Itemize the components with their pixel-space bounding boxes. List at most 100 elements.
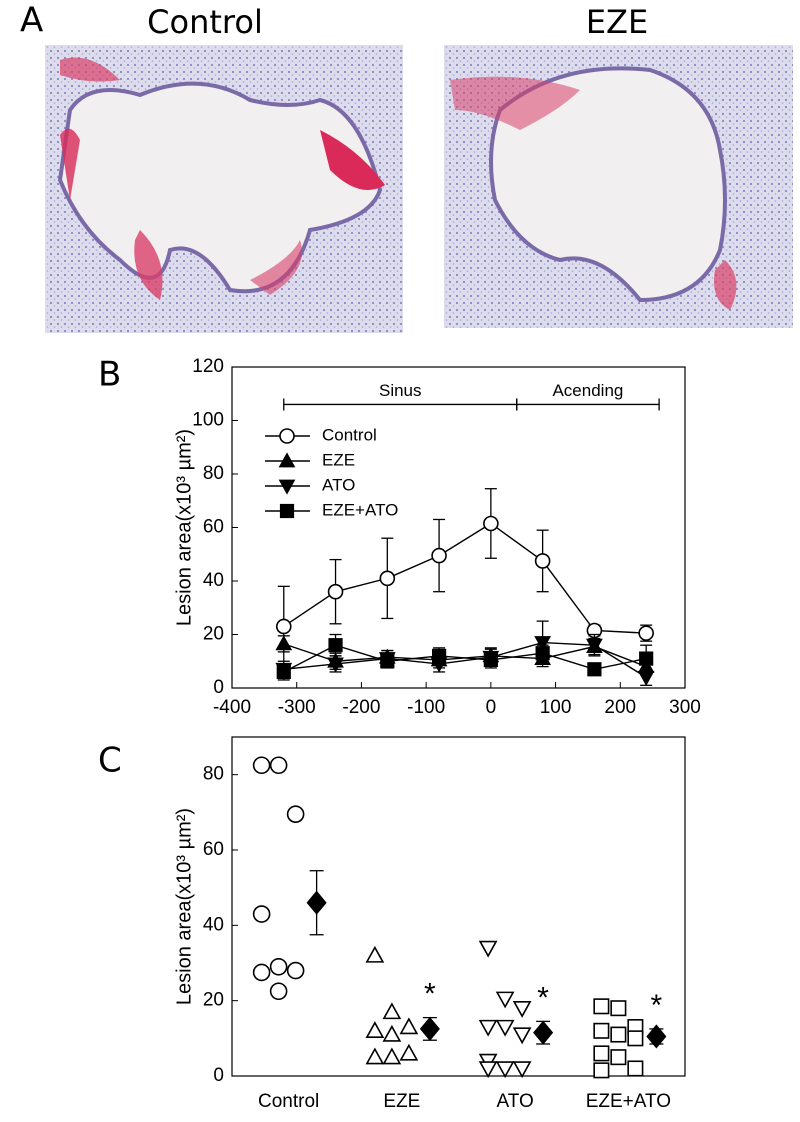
plot-frame bbox=[231, 736, 686, 1077]
marker bbox=[483, 515, 499, 532]
legend-marker bbox=[279, 428, 295, 444]
marker bbox=[327, 657, 344, 673]
x-tick-label: 300 bbox=[669, 697, 701, 718]
bracket bbox=[516, 398, 660, 411]
legend-marker bbox=[278, 479, 296, 495]
series-line bbox=[283, 644, 647, 673]
y-tick-label: 40 bbox=[203, 914, 224, 935]
marker bbox=[379, 570, 396, 587]
marker bbox=[534, 553, 551, 569]
y-tick-label: 80 bbox=[203, 463, 224, 484]
marker bbox=[252, 905, 271, 923]
x-tick-label: 200 bbox=[604, 697, 636, 718]
marker bbox=[478, 1061, 498, 1079]
marker bbox=[610, 1049, 627, 1066]
y-tick-label: 100 bbox=[192, 410, 224, 431]
marker bbox=[365, 945, 385, 963]
marker bbox=[593, 1022, 610, 1039]
x-tick-label: Control bbox=[258, 1091, 319, 1112]
marker bbox=[269, 982, 288, 1001]
panel-label: C bbox=[98, 741, 122, 781]
marker bbox=[638, 625, 654, 641]
marker bbox=[535, 646, 550, 661]
series-line bbox=[283, 641, 647, 678]
x-tick-label: -400 bbox=[213, 697, 251, 718]
x-tick-label: 0 bbox=[486, 697, 497, 718]
marker bbox=[610, 1026, 627, 1043]
y-tick-label: 0 bbox=[213, 1065, 224, 1086]
marker bbox=[495, 991, 515, 1009]
marker bbox=[627, 1030, 644, 1047]
marker bbox=[495, 1061, 515, 1079]
marker bbox=[399, 1017, 419, 1035]
y-tick-label: 80 bbox=[203, 764, 224, 785]
charts: 0 20 40 60 80 100 120 Lesion area(x10³ µm²) -400… bbox=[173, 356, 701, 1112]
marker bbox=[328, 638, 343, 653]
marker bbox=[587, 662, 602, 677]
plot-frame bbox=[231, 366, 686, 689]
marker bbox=[306, 890, 327, 915]
series-line bbox=[283, 522, 647, 634]
bracket bbox=[283, 398, 518, 411]
x-tick-label: 100 bbox=[540, 697, 572, 718]
y-tick-label: 60 bbox=[203, 517, 224, 538]
y-tick-label: 60 bbox=[203, 839, 224, 860]
marker bbox=[399, 1043, 419, 1061]
legend-label: ATO bbox=[322, 475, 355, 494]
x-tick-label: -100 bbox=[407, 697, 445, 718]
y-tick-label: 0 bbox=[213, 677, 224, 698]
x-tick-label: EZE bbox=[383, 1091, 420, 1112]
x-tick-label: -300 bbox=[278, 697, 316, 718]
marker bbox=[252, 963, 271, 982]
marker bbox=[637, 670, 655, 686]
marker bbox=[627, 1060, 644, 1077]
y-axis-label: Lesion area(x10³ µm²) bbox=[173, 808, 195, 1005]
marker bbox=[610, 1000, 627, 1017]
marker bbox=[512, 1061, 532, 1079]
y-tick-label: 20 bbox=[203, 990, 224, 1011]
marker bbox=[593, 998, 610, 1015]
significance-mark: * bbox=[537, 981, 549, 1014]
marker bbox=[365, 1047, 385, 1065]
marker bbox=[593, 1062, 610, 1079]
marker bbox=[269, 957, 288, 976]
panel-label: A bbox=[20, 1, 43, 41]
annotation: Acending bbox=[552, 381, 623, 400]
legend-label: Control bbox=[322, 425, 377, 444]
marker bbox=[419, 1016, 440, 1041]
legend-label: EZE+ATO bbox=[322, 500, 398, 519]
y-tick-label: 120 bbox=[192, 356, 224, 377]
y-tick-label: 20 bbox=[203, 624, 224, 645]
marker bbox=[382, 1024, 402, 1042]
marker bbox=[382, 1047, 402, 1065]
marker bbox=[512, 1001, 532, 1018]
marker bbox=[269, 756, 288, 775]
marker bbox=[275, 635, 293, 651]
marker bbox=[593, 1045, 610, 1062]
marker bbox=[252, 756, 271, 775]
marker bbox=[533, 1020, 554, 1045]
x-tick-label: ATO bbox=[496, 1091, 533, 1112]
marker bbox=[646, 1024, 667, 1049]
marker bbox=[586, 638, 603, 654]
marker bbox=[365, 1021, 385, 1038]
micrograph bbox=[444, 45, 793, 328]
legend-label: EZE bbox=[322, 450, 355, 469]
y-tick-label: 40 bbox=[203, 570, 224, 591]
marker bbox=[431, 547, 447, 564]
significance-mark: * bbox=[424, 978, 436, 1011]
x-tick-label: -200 bbox=[342, 697, 380, 718]
marker bbox=[478, 940, 498, 958]
panel-label: B bbox=[98, 355, 121, 395]
marker bbox=[286, 961, 305, 980]
marker bbox=[512, 1027, 532, 1045]
marker bbox=[276, 664, 291, 680]
marker bbox=[534, 636, 551, 652]
marker bbox=[275, 618, 292, 635]
y-axis-label: Lesion area(x10³ µm²) bbox=[173, 429, 195, 626]
significance-mark: * bbox=[651, 989, 663, 1022]
micrograph bbox=[45, 45, 403, 333]
marker bbox=[483, 652, 498, 668]
marker bbox=[431, 648, 447, 663]
